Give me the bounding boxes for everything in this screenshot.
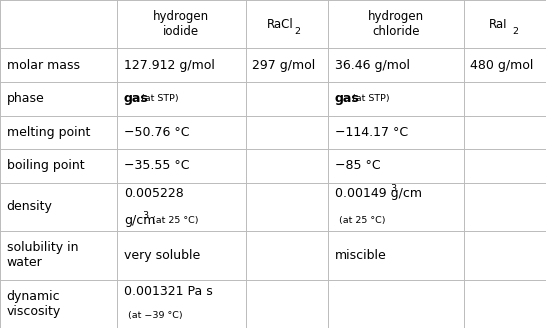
- Text: (at 25 °C): (at 25 °C): [339, 216, 385, 225]
- Text: hydrogen
chloride: hydrogen chloride: [367, 10, 424, 38]
- Text: 297 g/mol: 297 g/mol: [252, 59, 316, 72]
- Text: 0.00149 g/cm: 0.00149 g/cm: [335, 187, 422, 200]
- Text: gas: gas: [124, 92, 149, 105]
- Text: −35.55 °C: −35.55 °C: [124, 159, 189, 172]
- Text: 2: 2: [295, 27, 301, 36]
- Text: solubility in
water: solubility in water: [7, 241, 78, 269]
- Text: molar mass: molar mass: [7, 59, 80, 72]
- Text: gas: gas: [335, 92, 359, 105]
- Text: 3: 3: [143, 211, 149, 220]
- Text: −114.17 °C: −114.17 °C: [335, 126, 408, 139]
- Text: very soluble: very soluble: [124, 249, 200, 262]
- Text: −50.76 °C: −50.76 °C: [124, 126, 189, 139]
- Text: −85 °C: −85 °C: [335, 159, 380, 172]
- Text: (at −39 °C): (at −39 °C): [128, 311, 183, 320]
- Text: 480 g/mol: 480 g/mol: [470, 59, 533, 72]
- Text: 127.912 g/mol: 127.912 g/mol: [124, 59, 215, 72]
- Text: dynamic
viscosity: dynamic viscosity: [7, 290, 61, 318]
- Text: RaCl: RaCl: [267, 18, 294, 31]
- Text: boiling point: boiling point: [7, 159, 84, 172]
- Text: (at STP): (at STP): [348, 94, 389, 103]
- Text: 36.46 g/mol: 36.46 g/mol: [335, 59, 410, 72]
- Text: phase: phase: [7, 92, 44, 105]
- Text: 0.005228: 0.005228: [124, 187, 183, 200]
- Text: melting point: melting point: [7, 126, 90, 139]
- Text: RaI: RaI: [489, 18, 507, 31]
- Text: miscible: miscible: [335, 249, 386, 262]
- Text: 2: 2: [513, 27, 519, 36]
- Text: 0.001321 Pa s: 0.001321 Pa s: [124, 285, 212, 298]
- Text: g/cm: g/cm: [124, 214, 155, 227]
- Text: 3: 3: [391, 184, 397, 193]
- Text: hydrogen
iodide: hydrogen iodide: [153, 10, 210, 38]
- Text: density: density: [7, 200, 52, 213]
- Text: (at 25 °C): (at 25 °C): [149, 216, 199, 225]
- Text: (at STP): (at STP): [138, 94, 179, 103]
